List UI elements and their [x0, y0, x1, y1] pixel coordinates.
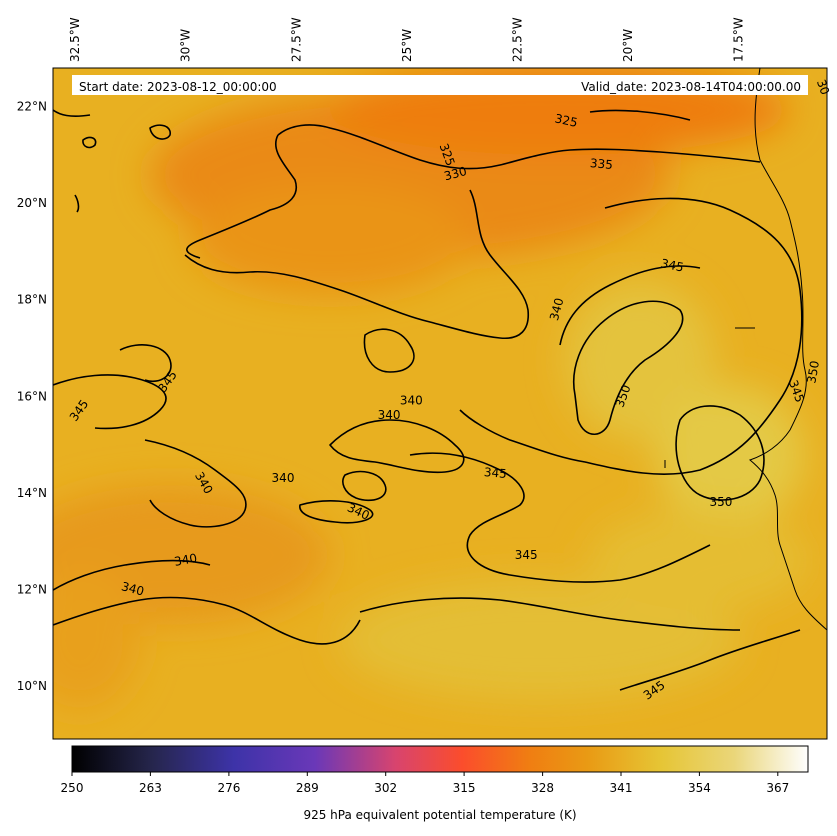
colorbar-tick-label: 354 [688, 781, 711, 795]
colorbar [71, 745, 809, 773]
colorbar-tick-label: 302 [374, 781, 397, 795]
contour-340-sw [53, 559, 211, 591]
contour-340-mid [144, 439, 247, 528]
contour-330 [277, 124, 761, 170]
latitude-labels: 22°N 20°N 18°N 16°N 14°N 12°N 10°N [17, 100, 47, 693]
lon-tick-label: 30°W [179, 29, 193, 62]
contour-west-small2 [74, 194, 80, 213]
lat-tick-label: 10°N [17, 679, 47, 693]
contour-label: 340 [547, 296, 566, 322]
start-date-label: Start date: 2023-08-12_00:00:00 [79, 80, 277, 94]
coastline-africa [748, 68, 827, 631]
contour-340-south [53, 596, 361, 645]
colorbar-ticks: 250 263 276 289 302 315 328 341 354 367 [61, 772, 789, 795]
lat-tick-label: 16°N [17, 389, 47, 403]
lon-tick-label: 25°W [400, 29, 414, 62]
contour-label: 340 [400, 394, 423, 408]
contour-345-central [409, 452, 711, 583]
contour-340-cluster [329, 419, 465, 474]
colorbar-tick-label: 315 [453, 781, 476, 795]
coastline-islands [664, 327, 755, 468]
lon-tick-label: 27.5°W [289, 17, 303, 62]
contour-335 [184, 189, 529, 339]
contour-330-south [186, 134, 297, 259]
lat-tick-label: 22°N [17, 100, 47, 114]
contour-label: 335 [589, 156, 613, 172]
lat-tick-label: 12°N [17, 582, 47, 596]
lon-tick-label: 20°W [621, 29, 635, 62]
lat-tick-label: 14°N [17, 486, 47, 500]
contour-345-se [619, 629, 801, 691]
contour-label: 345 [515, 548, 538, 562]
lon-tick-label: 32.5°W [68, 17, 82, 62]
contour-label: 340 [173, 551, 198, 569]
contour-label: 345 [483, 465, 507, 481]
contour-label: 345 [660, 256, 685, 274]
contour-340-island3 [299, 500, 374, 524]
contour-label: 350 [804, 360, 822, 385]
colorbar-tick-label: 250 [61, 781, 84, 795]
contour-340-island1 [363, 328, 415, 373]
contour-west-small1 [82, 136, 97, 149]
lon-tick-label: 22.5°W [510, 17, 524, 62]
contour-340-island2 [342, 470, 387, 502]
colorbar-tick-label: 289 [296, 781, 319, 795]
contour-west-small3 [149, 124, 171, 140]
contour-340-west2 [119, 344, 172, 382]
colorbar-tick-label: 367 [766, 781, 789, 795]
header-box [72, 75, 808, 95]
contour-340-east [559, 265, 701, 346]
lat-tick-label: 20°N [17, 196, 47, 210]
valid-date-label: Valid_date: 2023-08-14T04:00:00.00 [581, 80, 801, 94]
contour-345-inner [573, 300, 684, 436]
contour-lines [53, 109, 803, 691]
contour-label: 350 [709, 495, 732, 509]
contour-345-south [359, 597, 741, 631]
lon-tick-label: 17.5°W [732, 17, 746, 62]
contour-350-east [675, 405, 765, 501]
longitude-labels: 32.5°W 30°W 27.5°W 25°W 22.5°W 20°W 17.5°W [68, 17, 745, 62]
contour-label: 340 [378, 408, 401, 422]
map-frame [52, 67, 828, 740]
contour-label: 340 [120, 579, 146, 598]
contour-label: 330 [442, 164, 468, 183]
colorbar-tick-label: 341 [610, 781, 633, 795]
contour-label: 325 [554, 111, 579, 129]
colorbar-tick-label: 263 [139, 781, 162, 795]
colorbar-tick-label: 328 [531, 781, 554, 795]
coastline [664, 68, 827, 631]
contour-340-west1 [53, 374, 167, 430]
contour-west-coastline-north [53, 109, 91, 117]
contour-label: 30 [814, 78, 832, 97]
contour-label: 340 [272, 471, 295, 485]
colorbar-title: 925 hPa equivalent potential temperature… [303, 808, 577, 822]
colorbar-tick-label: 276 [217, 781, 240, 795]
contour-325-north [589, 109, 691, 121]
lat-tick-label: 18°N [17, 293, 47, 307]
contour-340-main [459, 197, 803, 475]
